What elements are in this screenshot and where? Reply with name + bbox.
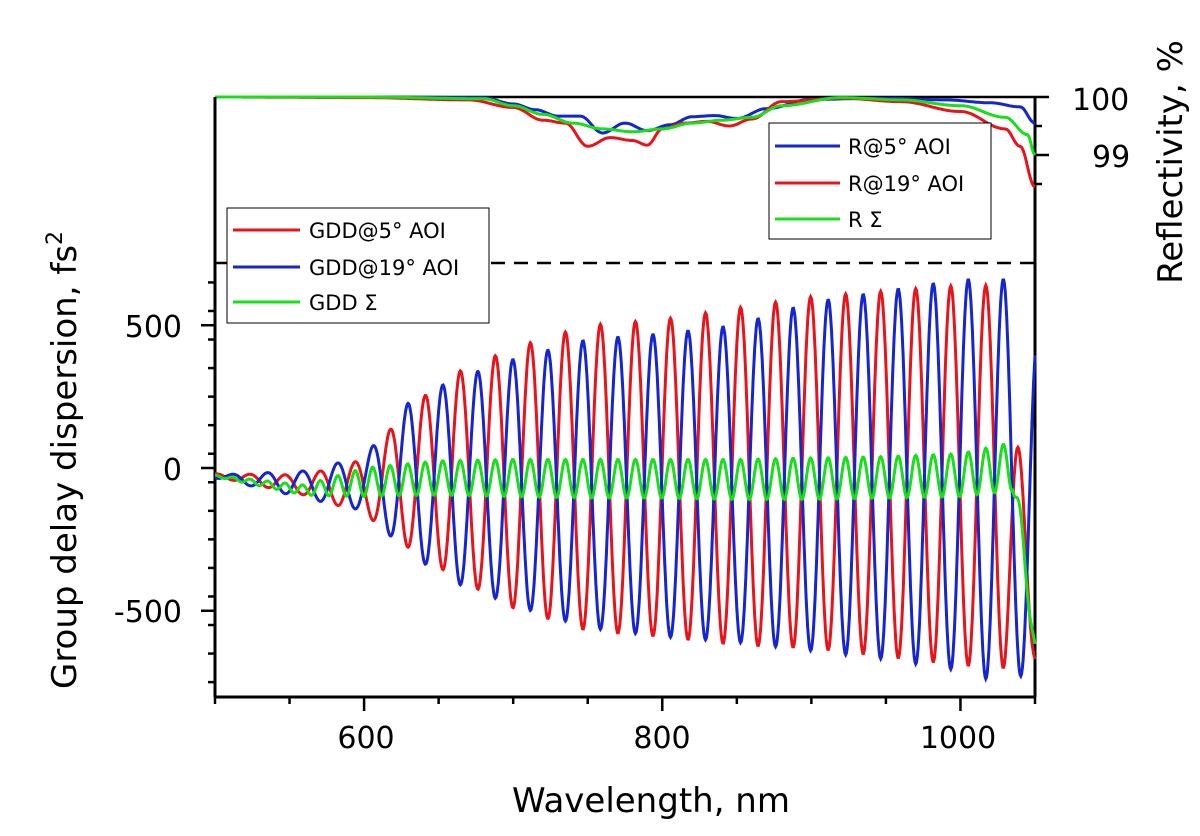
refl-legend-label-1: R@19° AOI: [848, 172, 964, 196]
x-tick-label-800: 800: [633, 721, 690, 756]
gdd-axis-title: Group delay dispersion, fs2: [43, 231, 85, 689]
gdd-panel: 500 0 -500 600 800 1000 Wavelength, nm G…: [43, 97, 1037, 821]
gdd-legend-label-1: GDD@19° AOI: [309, 256, 459, 280]
reflectivity-legend: R@5° AOI R@19° AOI R Σ: [768, 122, 992, 240]
gdd-series-line-2: [214, 442, 1037, 645]
reflectivity-panel: 100 99 Reflectivity, %: [215, 40, 1191, 284]
reflectivity-lines: [215, 95, 1037, 189]
gdd-ticks: [201, 281, 215, 684]
gdd-legend-label-0: GDD@5° AOI: [309, 219, 446, 243]
x-ticks: [213, 697, 1037, 711]
refl-legend-label-0: R@5° AOI: [848, 135, 951, 159]
gdd-tick-label-0: 0: [163, 453, 182, 488]
x-axis-title: Wavelength, nm: [512, 781, 790, 821]
gdd-legend: GDD@5° AOI GDD@19° AOI GDD Σ: [226, 207, 490, 324]
refl-legend-label-2: R Σ: [848, 208, 883, 232]
x-tick-label-1000: 1000: [920, 721, 996, 756]
gdd-lines: [214, 278, 1037, 683]
gdd-tick-label-500: 500: [125, 310, 182, 345]
gdd-series-line-0: [215, 281, 1037, 669]
reflectivity-axis-title: Reflectivity, %: [1151, 40, 1191, 284]
refl-tick-label-100: 100: [1072, 83, 1129, 118]
x-tick-label-600: 600: [337, 721, 394, 756]
gdd-axis-title-text: Group delay dispersion, fs: [45, 245, 85, 689]
reflectivity-ticks: [1035, 95, 1049, 186]
gdd-series-line-1: [214, 278, 1037, 683]
gdd-axis-title-superscript: 2: [43, 231, 68, 245]
gdd-tick-label-neg500: -500: [114, 595, 182, 630]
gdd-legend-label-2: GDD Σ: [309, 291, 378, 315]
refl-series-line-2: [215, 95, 1037, 156]
refl-tick-label-99: 99: [1092, 140, 1130, 175]
